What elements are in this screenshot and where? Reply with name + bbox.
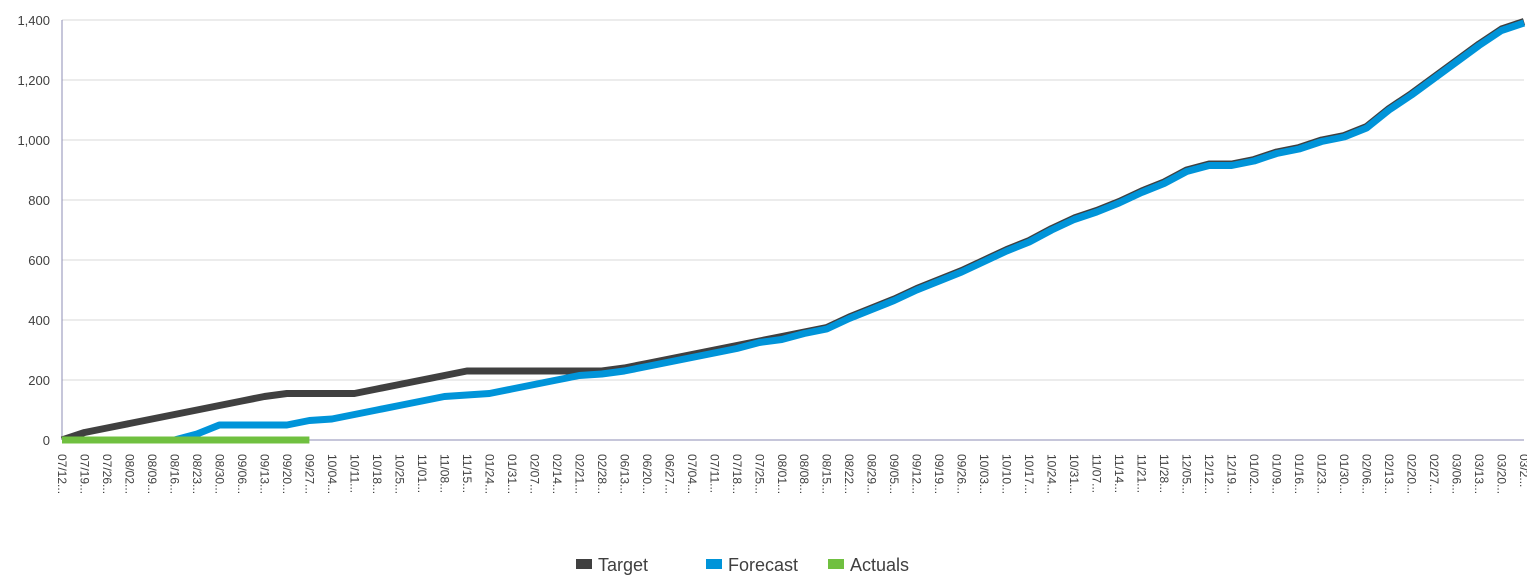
x-tick-label: 02/28... bbox=[595, 454, 609, 494]
x-tick-label: 10/10... bbox=[1000, 454, 1014, 494]
x-tick-label: 10/24... bbox=[1045, 454, 1059, 494]
x-tick-label: 10/31... bbox=[1067, 454, 1081, 494]
y-tick-label: 0 bbox=[43, 433, 50, 448]
x-tick-label: 10/03... bbox=[977, 454, 991, 494]
x-tick-label: 07/18... bbox=[730, 454, 744, 494]
y-tick-label: 200 bbox=[28, 373, 50, 388]
x-tick-label: 12/19... bbox=[1225, 454, 1239, 494]
x-tick-label: 01/31... bbox=[505, 454, 519, 494]
x-tick-label: 11/15... bbox=[460, 454, 474, 493]
y-tick-label: 1,000 bbox=[17, 133, 50, 148]
x-tick-label: 08/29... bbox=[865, 454, 879, 494]
x-tick-label: 09/06... bbox=[235, 454, 249, 494]
x-tick-label: 11/14... bbox=[1112, 454, 1126, 493]
x-tick-label: 08/23... bbox=[190, 454, 204, 494]
x-tick-labels: 07/12... 07/19... 07/26... 08/02... 08/09...… bbox=[55, 454, 1527, 494]
x-tick-label: 11/07... bbox=[1090, 454, 1104, 493]
x-tick-label: 01/23... bbox=[1315, 454, 1329, 494]
x-tick-label: 12/12... bbox=[1202, 454, 1216, 494]
x-tick-label: 06/13... bbox=[617, 454, 631, 494]
legend-swatch bbox=[576, 559, 592, 569]
x-tick-label: 09/05... bbox=[887, 454, 901, 494]
x-tick-label: 02/21... bbox=[572, 454, 586, 494]
x-tick-label: 11/01... bbox=[415, 454, 429, 493]
legend: Target Forecast Actuals bbox=[576, 555, 909, 575]
x-tick-label: 09/27... bbox=[302, 454, 316, 494]
x-tick-label: 02/13... bbox=[1382, 454, 1396, 494]
legend-item-target: Target bbox=[576, 555, 648, 575]
legend-label: Actuals bbox=[850, 555, 909, 575]
x-tick-label: 10/25... bbox=[392, 454, 406, 494]
y-tick-label: 1,400 bbox=[17, 13, 50, 28]
x-tick-label: 03/2... bbox=[1517, 454, 1527, 487]
x-tick-label: 02/20... bbox=[1405, 454, 1419, 494]
x-tick-label: 09/26... bbox=[955, 454, 969, 494]
x-tick-label: 01/02... bbox=[1247, 454, 1261, 494]
x-tick-label: 10/04... bbox=[325, 454, 339, 494]
y-tick-label: 800 bbox=[28, 193, 50, 208]
x-tick-label: 10/18... bbox=[370, 454, 384, 494]
x-tick-label: 10/11... bbox=[347, 454, 361, 493]
x-tick-label: 08/30... bbox=[212, 454, 226, 494]
x-tick-label: 03/06... bbox=[1450, 454, 1464, 494]
forecast-line bbox=[62, 19, 1526, 444]
x-tick-label: 07/11... bbox=[707, 454, 721, 493]
x-tick-label: 08/16... bbox=[167, 454, 181, 494]
x-tick-label: 08/08... bbox=[797, 454, 811, 494]
y-tick-label: 400 bbox=[28, 313, 50, 328]
x-tick-label: 01/09... bbox=[1270, 454, 1284, 494]
x-tick-label: 09/12... bbox=[910, 454, 924, 494]
x-tick-label: 11/21... bbox=[1135, 454, 1149, 493]
x-tick-label: 09/19... bbox=[932, 454, 946, 494]
x-tick-label: 07/04... bbox=[685, 454, 699, 494]
x-tick-label: 03/20... bbox=[1495, 454, 1509, 494]
legend-swatch bbox=[706, 559, 722, 569]
x-tick-label: 09/13... bbox=[257, 454, 271, 494]
legend-swatch bbox=[828, 559, 844, 569]
x-tick-label: 06/20... bbox=[640, 454, 654, 494]
x-tick-label: 11/08... bbox=[437, 454, 451, 493]
y-tick-label: 1,200 bbox=[17, 73, 50, 88]
x-tick-label: 01/16... bbox=[1292, 454, 1306, 494]
x-tick-label: 02/06... bbox=[1360, 454, 1374, 494]
axes bbox=[61, 20, 1524, 441]
series-lines bbox=[60, 18, 1526, 444]
x-tick-label: 08/15... bbox=[820, 454, 834, 494]
x-tick-label: 02/07... bbox=[527, 454, 541, 494]
x-tick-label: 10/17... bbox=[1022, 454, 1036, 494]
x-tick-label: 08/02... bbox=[122, 454, 136, 494]
x-tick-label: 11/28... bbox=[1157, 454, 1171, 493]
legend-item-forecast: Forecast bbox=[706, 555, 798, 575]
gridlines bbox=[62, 19, 1524, 381]
x-tick-label: 02/14... bbox=[550, 454, 564, 494]
x-tick-label: 08/22... bbox=[842, 454, 856, 494]
x-tick-label: 07/25... bbox=[752, 454, 766, 494]
x-tick-label: 06/27... bbox=[662, 454, 676, 494]
x-tick-label: 03/13... bbox=[1472, 454, 1486, 494]
x-tick-label: 07/26... bbox=[100, 454, 114, 494]
legend-label: Forecast bbox=[728, 555, 798, 575]
x-tick-label: 12/05... bbox=[1180, 454, 1194, 494]
x-tick-label: 02/27... bbox=[1427, 454, 1441, 494]
x-tick-label: 08/09... bbox=[145, 454, 159, 494]
y-tick-labels: 0 200 400 600 800 1,000 1,200 1,400 bbox=[17, 13, 50, 448]
x-tick-label: 08/01... bbox=[775, 454, 789, 494]
target-line bbox=[60, 18, 1526, 444]
x-tick-label: 09/20... bbox=[280, 454, 294, 494]
x-tick-label: 07/12... bbox=[55, 454, 69, 494]
x-tick-label: 01/24... bbox=[482, 454, 496, 494]
x-tick-label: 07/19... bbox=[77, 454, 91, 494]
x-tick-label: 01/30... bbox=[1337, 454, 1351, 494]
y-tick-label: 600 bbox=[28, 253, 50, 268]
legend-label: Target bbox=[598, 555, 648, 575]
legend-item-actuals: Actuals bbox=[828, 555, 909, 575]
